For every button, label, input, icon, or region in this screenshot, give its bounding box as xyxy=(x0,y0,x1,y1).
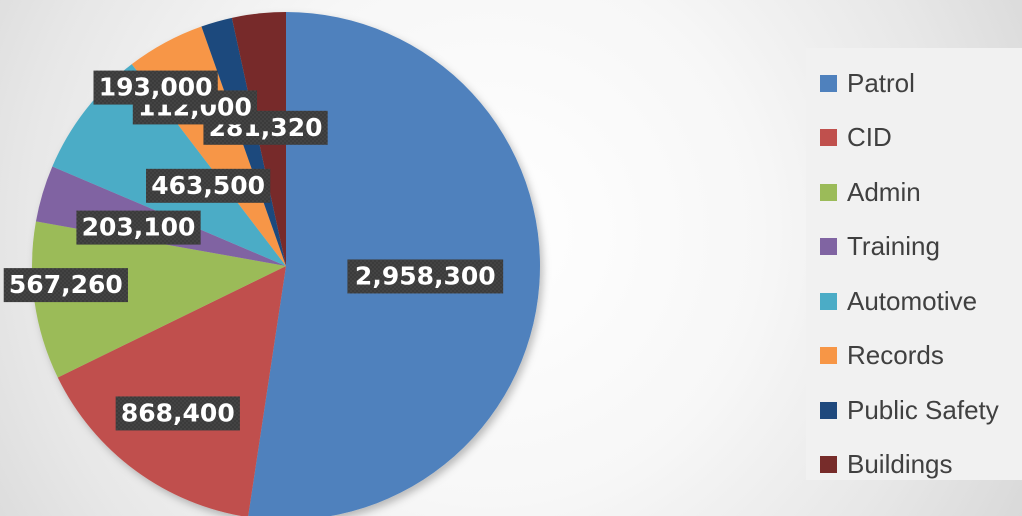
data-label-box-patrol xyxy=(347,259,504,294)
data-label-admin: 567,260 xyxy=(9,270,123,299)
data-label-patrol: 2,958,300 xyxy=(355,261,496,290)
legend-label-training: Training xyxy=(847,231,940,262)
legend-swatch-buildings xyxy=(820,456,837,474)
legend-label-public-safety: Public Safety xyxy=(847,394,999,425)
data-label-automotive: 463,500 xyxy=(151,171,265,200)
legend-swatch-records xyxy=(820,347,837,365)
legend-label-admin: Admin xyxy=(847,176,921,207)
data-label-box-admin xyxy=(3,268,128,303)
legend-item-admin: Admin xyxy=(806,165,1022,220)
data-label-box-buildings xyxy=(93,70,218,105)
pie-chart: 2,958,300868,400567,260203,100463,500281… xyxy=(3,12,540,516)
legend-swatch-training xyxy=(820,238,837,256)
data-label-box-training xyxy=(76,210,201,245)
legend-item-cid: CID xyxy=(806,111,1022,166)
legend-swatch-automotive xyxy=(820,292,837,310)
legend-item-patrol: Patrol xyxy=(806,56,1022,111)
data-label-training: 203,100 xyxy=(82,213,196,242)
legend-item-buildings: Buildings xyxy=(806,438,1022,493)
legend-swatch-cid xyxy=(820,129,837,147)
legend-label-records: Records xyxy=(847,340,944,371)
data-label-buildings: 193,000 xyxy=(99,73,213,102)
legend-label-cid: CID xyxy=(847,122,892,153)
legend-label-patrol: Patrol xyxy=(847,67,915,98)
pie-slice-admin xyxy=(32,221,287,378)
legend-swatch-patrol xyxy=(820,74,837,92)
chart-legend: Patrol CID Admin Training Automotive Rec… xyxy=(806,48,1022,480)
legend-swatch-public-safety xyxy=(820,401,837,419)
legend-item-automotive: Automotive xyxy=(806,274,1022,329)
pie-slice-automotive xyxy=(52,64,286,266)
legend-label-buildings: Buildings xyxy=(847,449,953,480)
data-label-box-automotive xyxy=(146,168,271,203)
pie-slice-cid xyxy=(57,266,286,516)
data-label-box-cid xyxy=(115,396,240,431)
legend-item-training: Training xyxy=(806,220,1022,275)
legend-label-automotive: Automotive xyxy=(847,285,978,316)
legend-swatch-admin xyxy=(820,183,837,201)
legend-item-records: Records xyxy=(806,329,1022,384)
data-label-cid: 868,400 xyxy=(121,398,235,427)
legend-item-public-safety: Public Safety xyxy=(806,383,1022,438)
